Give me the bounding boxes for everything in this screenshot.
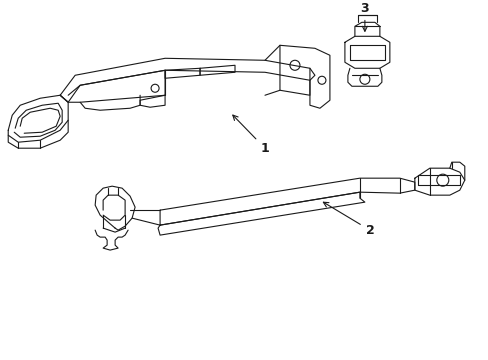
Text: 2: 2	[323, 202, 373, 237]
Text: 3: 3	[360, 2, 368, 31]
Text: 1: 1	[232, 115, 269, 155]
